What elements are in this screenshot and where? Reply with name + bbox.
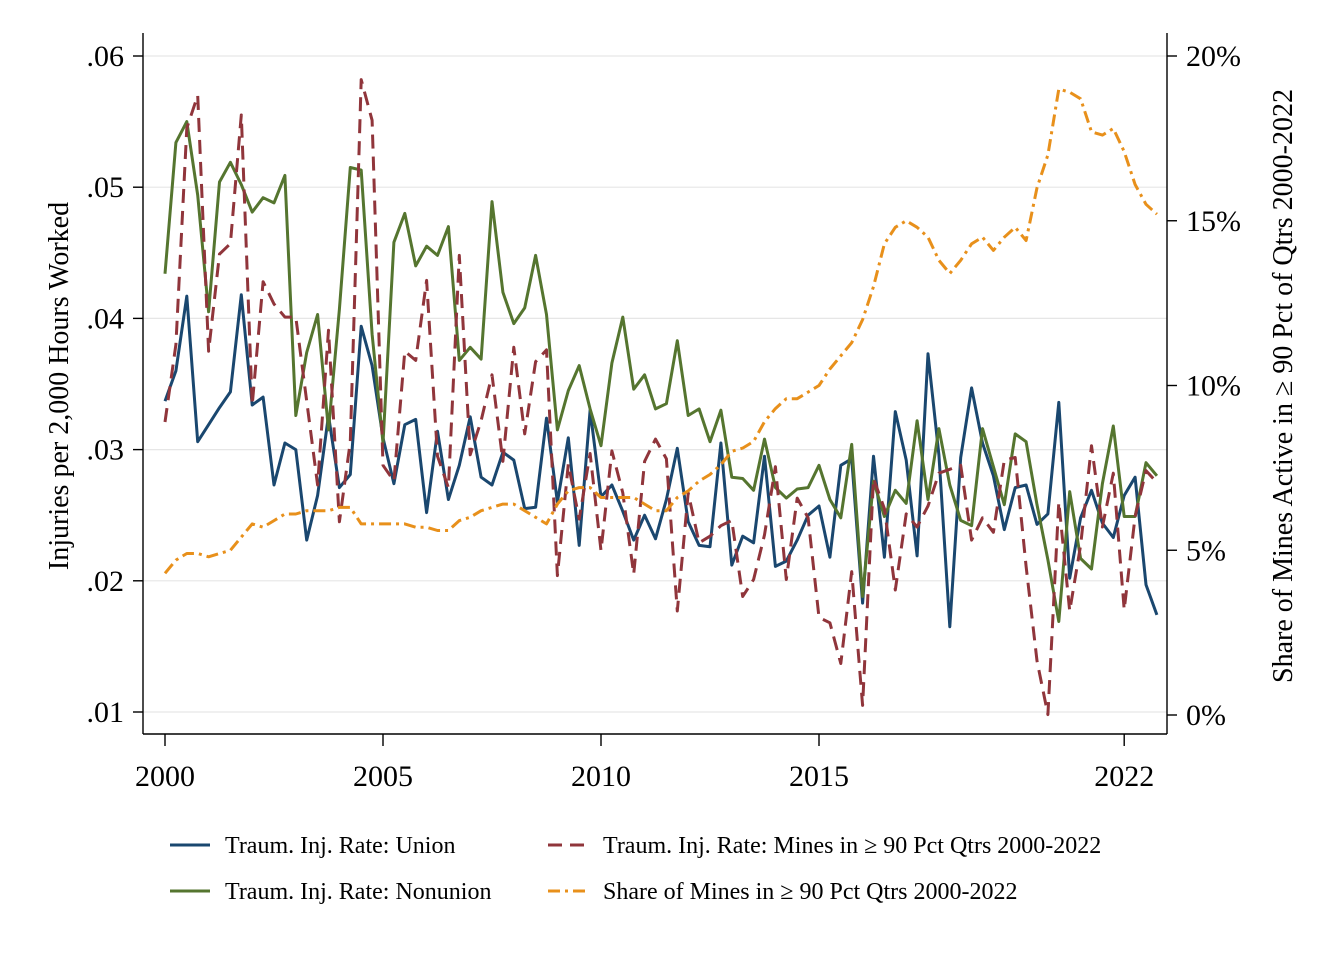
y2-tick-label: 0%: [1186, 699, 1226, 732]
y-tick-label: .05: [87, 171, 125, 204]
legend-label: Share of Mines in ≥ 90 Pct Qtrs 2000-202…: [603, 879, 1017, 905]
y-tick-label: .01: [87, 696, 125, 729]
y2-tick-label: 20%: [1186, 40, 1241, 73]
series-line-1: [163, 293, 1159, 629]
x-tick-label: 2000: [135, 760, 195, 793]
axes: [142, 33, 1168, 735]
legend-label: Traum. Inj. Rate: Union: [225, 833, 455, 859]
series-lines: [163, 78, 1159, 717]
series-line-3: [163, 78, 1159, 717]
legend-label: Traum. Inj. Rate: Nonunion: [225, 879, 491, 905]
y-tick-label: .03: [87, 434, 125, 467]
y2-axis-title: Share of Mines Active in ≥ 90 Pct of Qtr…: [1268, 89, 1299, 683]
y-tick-label: .02: [87, 565, 125, 598]
x-tick-label: 2015: [789, 760, 849, 793]
x-tick-label: 2005: [353, 760, 413, 793]
y2-tick-label: 5%: [1186, 534, 1226, 567]
tick-labels: .01 .02 .03 .04 .05 .06 0% 5% 10% 15% 20% 2000 2005 2…: [87, 40, 1242, 793]
x-tick-label: 2010: [571, 760, 631, 793]
legend-label: Traum. Inj. Rate: Mines in ≥ 90 Pct Qtrs…: [603, 833, 1101, 859]
y2-tick-label: 15%: [1186, 205, 1241, 238]
x-tick-label: 2022: [1094, 760, 1154, 793]
y-tick-label: .04: [87, 302, 125, 335]
series-line-4: [163, 87, 1158, 575]
legend: Traum. Inj. Rate: Union Traum. Inj. Rate:…: [170, 833, 1101, 905]
y-axis-title: Injuries per 2,000 Hours Worked: [44, 202, 75, 570]
series-line-2: [163, 120, 1159, 623]
y2-tick-label: 10%: [1186, 370, 1241, 403]
y-tick-label: .06: [87, 40, 125, 73]
gridlines: [143, 55, 1167, 713]
